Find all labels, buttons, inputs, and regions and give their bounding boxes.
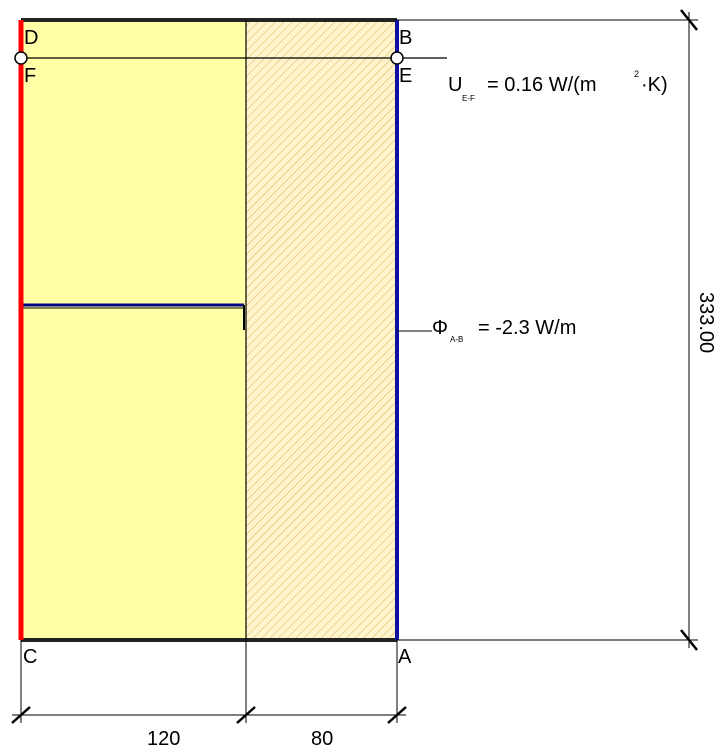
hatched-layer-region bbox=[246, 20, 397, 640]
height-dimension-label: 333.00 bbox=[695, 292, 717, 353]
height-dimension: 333.00 bbox=[397, 9, 717, 651]
width-left-label: 120 bbox=[147, 728, 180, 749]
point-f-marker bbox=[14, 51, 28, 65]
point-d-label: D bbox=[24, 27, 38, 49]
u-value-text: = 0.16 W/(m bbox=[487, 74, 596, 96]
point-f-label: F bbox=[24, 65, 36, 87]
insulation-region bbox=[21, 20, 246, 640]
u-value-annotation: U E-F = 0.16 W/(m 2 ·K) bbox=[448, 69, 668, 103]
u-value-unit-end: ·K) bbox=[641, 74, 668, 96]
width-right-label: 80 bbox=[311, 728, 333, 749]
phi-subscript: A-B bbox=[450, 335, 463, 344]
u-superscript: 2 bbox=[634, 69, 639, 79]
u-subscript: E-F bbox=[462, 94, 475, 103]
phi-annotation: Φ A-B = -2.3 W/m bbox=[432, 317, 576, 344]
point-c-label: C bbox=[23, 646, 37, 668]
phi-symbol: Φ bbox=[432, 317, 448, 339]
point-e-label: E bbox=[399, 65, 412, 87]
point-e-marker bbox=[390, 51, 404, 65]
width-dimension: 120 80 bbox=[11, 640, 407, 749]
point-b-label: B bbox=[399, 27, 412, 49]
point-a-label: A bbox=[398, 646, 412, 668]
phi-value-text: = -2.3 W/m bbox=[478, 317, 576, 339]
u-symbol: U bbox=[448, 74, 462, 96]
